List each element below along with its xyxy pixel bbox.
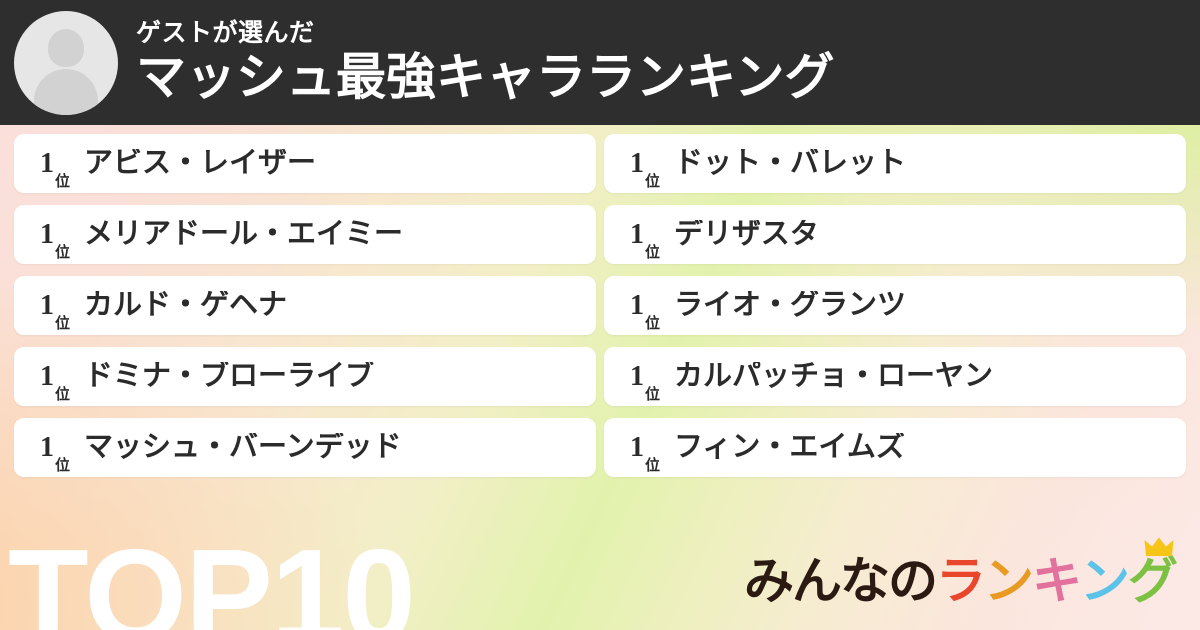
ranking-item-rank-unit: 位 [645, 386, 661, 403]
ranking-item[interactable]: 1 位ライオ・グランツ [604, 276, 1186, 335]
crown-icon [1144, 537, 1174, 556]
ranking-item-name: デリザスタ [674, 220, 819, 249]
ranking-item-name: マッシュ・バーンデッド [84, 433, 402, 462]
ranking-item-rank: 1 [630, 289, 644, 321]
logo-char-gu-text: グ [1128, 552, 1178, 610]
default-user-avatar-icon [14, 10, 118, 115]
ranking-item-rank-unit: 位 [645, 457, 661, 474]
logo-text-minnano: みんなの [744, 552, 938, 610]
ranking-item[interactable]: 1 位メリアドール・エイミー [14, 205, 596, 264]
header-subtitle: ゲストが選んだ [136, 19, 315, 48]
ranking-item-name: メリアドール・エイミー [84, 220, 404, 249]
ranking-item[interactable]: 1 位デリザスタ [604, 205, 1186, 264]
avatar-head-shape [48, 28, 84, 67]
ranking-item-rank: 1 [630, 218, 644, 250]
ranking-item[interactable]: 1 位カルド・ゲヘナ [14, 276, 596, 335]
ranking-item[interactable]: 1 位ドット・バレット [604, 134, 1186, 193]
logo-char-ra: ラ [936, 552, 986, 610]
ranking-item-rank-unit: 位 [55, 457, 71, 474]
ranking-item[interactable]: 1 位マッシュ・バーンデッド [14, 418, 596, 477]
ranking-item-rank-unit: 位 [645, 244, 661, 261]
ranking-item-rank: 1 [40, 289, 54, 321]
logo-char-ki: キ [1032, 552, 1082, 610]
ranking-item-rank-unit: 位 [55, 315, 71, 332]
ranking-item-rank: 1 [630, 431, 644, 463]
ranking-item-rank: 1 [630, 360, 644, 392]
ranking-item-rank-unit: 位 [55, 173, 71, 190]
ranking-item-name: カルパッチョ・ローヤン [674, 362, 994, 391]
header-bar: ゲストが選んだ マッシュ最強キャラランキング [0, 0, 1200, 125]
ranking-item-rank: 1 [40, 218, 54, 250]
logo-char-n-2: ン [1080, 552, 1130, 610]
ranking-item-name: カルド・ゲヘナ [84, 291, 288, 320]
ranking-item-rank: 1 [40, 431, 54, 463]
ranking-list: 1 位アビス・レイザー 1 位ドット・バレット 1 位メリアドール・エイミー 1 位デリザスタ… [0, 134, 1200, 477]
ranking-item-name: フィン・エイムズ [674, 433, 905, 462]
ranking-item-rank-unit: 位 [645, 315, 661, 332]
ranking-item[interactable]: 1 位アビス・レイザー [14, 134, 596, 193]
avatar-body-shape [34, 68, 98, 115]
ranking-item-rank-unit: 位 [55, 244, 71, 261]
ranking-item-name: ドミナ・ブローライブ [84, 362, 375, 391]
ranking-item[interactable]: 1 位カルパッチョ・ローヤン [604, 347, 1186, 406]
ranking-item[interactable]: 1 位フィン・エイムズ [604, 418, 1186, 477]
ranking-item-rank: 1 [630, 147, 644, 179]
minnano-ranking-logo[interactable]: みんなのランキング [744, 537, 1178, 610]
ranking-item-name: ドット・バレット [674, 149, 907, 178]
ranking-item-rank: 1 [40, 360, 54, 392]
ranking-item[interactable]: 1 位ドミナ・ブローライブ [14, 347, 596, 406]
header-text-group: ゲストが選んだ マッシュ最強キャラランキング [136, 19, 835, 105]
ranking-item-rank-unit: 位 [55, 386, 71, 403]
ranking-item-rank-unit: 位 [645, 173, 661, 190]
ranking-item-rank: 1 [40, 147, 54, 179]
top10-label: TOP10 [8, 522, 416, 630]
page-title: マッシュ最強キャラランキング [136, 48, 835, 105]
ranking-item-name: アビス・レイザー [84, 149, 317, 178]
ranking-item-name: ライオ・グランツ [674, 291, 907, 320]
logo-char-gu: グ [1128, 537, 1178, 606]
logo-char-n-1: ン [984, 552, 1034, 610]
